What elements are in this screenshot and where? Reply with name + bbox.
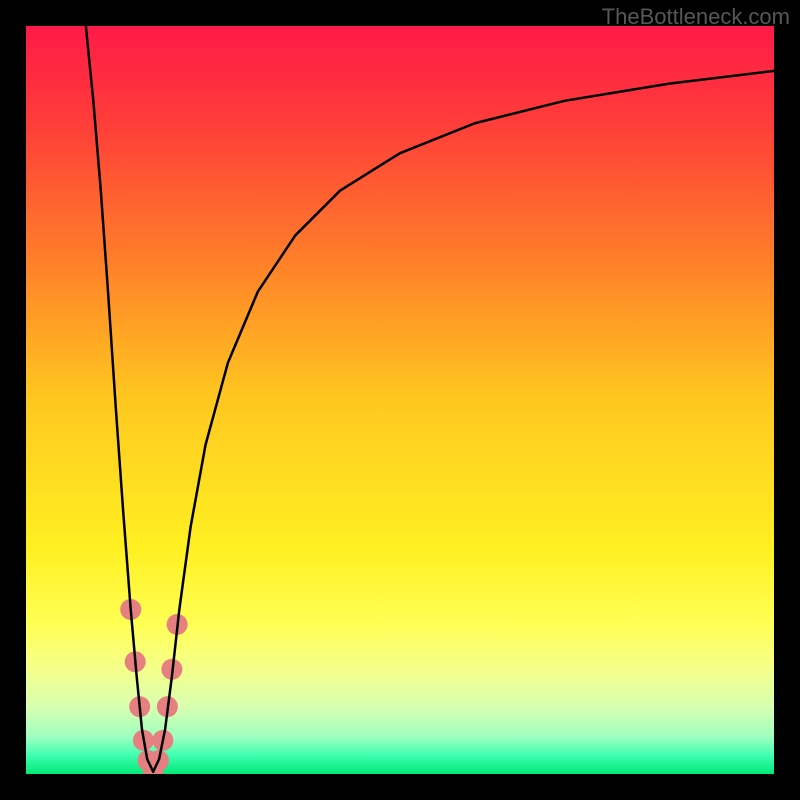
bottleneck-chart: TheBottleneck.com	[0, 0, 800, 800]
watermark-label: TheBottleneck.com	[602, 4, 790, 30]
chart-canvas	[0, 0, 800, 800]
